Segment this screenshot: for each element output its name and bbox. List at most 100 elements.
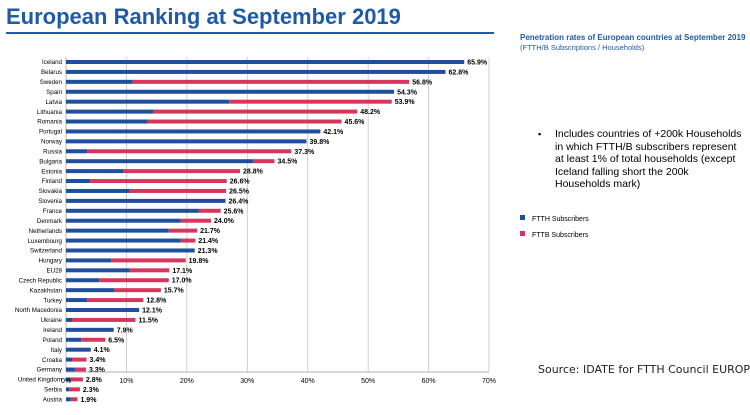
category-label: Iceland [42,59,63,66]
bar-fttb [132,79,410,84]
legend-label-ftth: FTTH Subscribers [532,216,589,223]
bar-ftth [66,337,82,342]
bar-fttb [153,109,358,114]
total-value-label: 45.6% [345,119,366,126]
total-value-label: 54.3% [397,89,418,96]
bar-ftth [66,218,181,223]
bar-ftth [66,198,226,203]
bar-fttb [198,208,221,213]
category-label: Romania [37,119,62,126]
bar-ftth [66,258,112,263]
total-value-label: 2.8% [86,377,103,384]
bar-fttb [123,169,241,174]
total-value-label: 65.9% [467,60,488,67]
category-label: Lithuania [37,109,63,116]
chart-category-labels: Iceland Belarus Sweden Spain Latvia Lithuania… [15,59,63,403]
category-label: Serbia [44,387,62,394]
bar-ftth [66,298,88,303]
total-value-label: 48.2% [360,109,381,116]
category-label: Kazakhstan [30,287,63,294]
bar-fttb [87,298,144,303]
total-value-label: 3.4% [90,357,107,364]
category-label: Norway [41,139,63,146]
category-label: Spain [46,89,62,96]
category-label: Slovenia [38,198,62,205]
category-label: North Macedonia [15,307,63,314]
total-value-label: 53.9% [395,99,416,106]
page-title: European Ranking at September 2019 [6,4,401,29]
bar-fttb [168,228,198,233]
x-tick-label: 40% [301,378,315,385]
bar-ftth [66,238,181,243]
total-value-label: 26.4% [229,198,250,205]
source-citation: Source: IDATE for FTTH Council EUROPE [538,363,750,376]
chart-legend: FTTH Subscribers FTTB Subscribers [520,215,589,239]
bar-ftth [66,159,254,164]
total-value-label: 11.5% [138,317,158,324]
total-value-label: 25.6% [224,208,245,215]
bar-fttb [253,159,275,164]
bar-ftth [66,357,73,362]
total-value-label: 1.9% [80,397,97,404]
bar-fttb [129,188,227,193]
bar-ftth [66,169,124,174]
category-label: United Kingdom [18,377,62,384]
bar-ftth [66,387,70,392]
total-value-label: 6.5% [108,337,125,344]
bar-fttb [70,397,78,402]
bar-ftth [66,268,130,273]
category-label: Belarus [41,69,62,76]
bar-ftth [66,99,230,104]
bar-ftth [66,327,114,332]
bar-ftth [66,228,169,233]
bar-ftth [66,278,100,283]
bar-fttb [90,179,227,184]
category-label: Luxembourg [28,238,63,245]
chart-bars [66,60,465,402]
x-tick-label: 0% [61,378,71,385]
category-label: Ireland [43,327,62,334]
bar-ftth [66,288,115,293]
total-value-label: 26.5% [229,188,250,195]
chart-subtitle-units: (FTTH/B Subscriptions / Households) [520,43,645,52]
bar-ftth [66,179,91,184]
bar-fttb [69,387,80,392]
category-label: Croatia [42,357,63,364]
category-label: Czech Republic [19,277,62,284]
category-label: Denmark [37,218,63,225]
total-value-label: 19.8% [189,258,210,265]
category-label: Estonia [41,168,62,175]
chart-subtitle: Penetration rates of European countries … [520,33,746,42]
category-label: Italy [51,347,63,354]
category-label: Russia [43,148,62,155]
category-label: Turkey [43,297,63,304]
bar-ftth [66,397,71,402]
bar-ftth [66,367,76,372]
bar-ftth [66,149,88,154]
total-value-label: 42.1% [323,129,344,136]
bar-fttb [72,357,87,362]
total-value-label: 17.0% [172,278,193,285]
category-label: Portugal [39,129,62,136]
total-value-label: 21.4% [198,238,219,245]
bar-fttb [180,238,196,243]
bar-fttb [114,288,161,293]
total-value-label: 3.3% [89,367,106,374]
total-value-label: 21.3% [198,248,219,255]
bar-ftth [66,109,154,114]
bar-ftth [66,308,140,312]
bar-fttb [72,317,136,322]
category-label: Austria [43,396,63,403]
total-value-label: 4.1% [94,347,111,354]
category-label: France [43,208,63,215]
bar-fttb [81,337,106,342]
bar-ftth [66,208,199,213]
inclusion-note: ▪ Includes countries of +200k Households… [538,128,745,191]
total-value-label: 37.3% [294,149,315,156]
x-tick-label: 70% [482,378,496,385]
bar-fttb [129,268,170,273]
total-value-label: 26.6% [230,179,251,186]
bar-ftth [66,119,148,124]
category-label: Bulgaria [39,158,62,165]
